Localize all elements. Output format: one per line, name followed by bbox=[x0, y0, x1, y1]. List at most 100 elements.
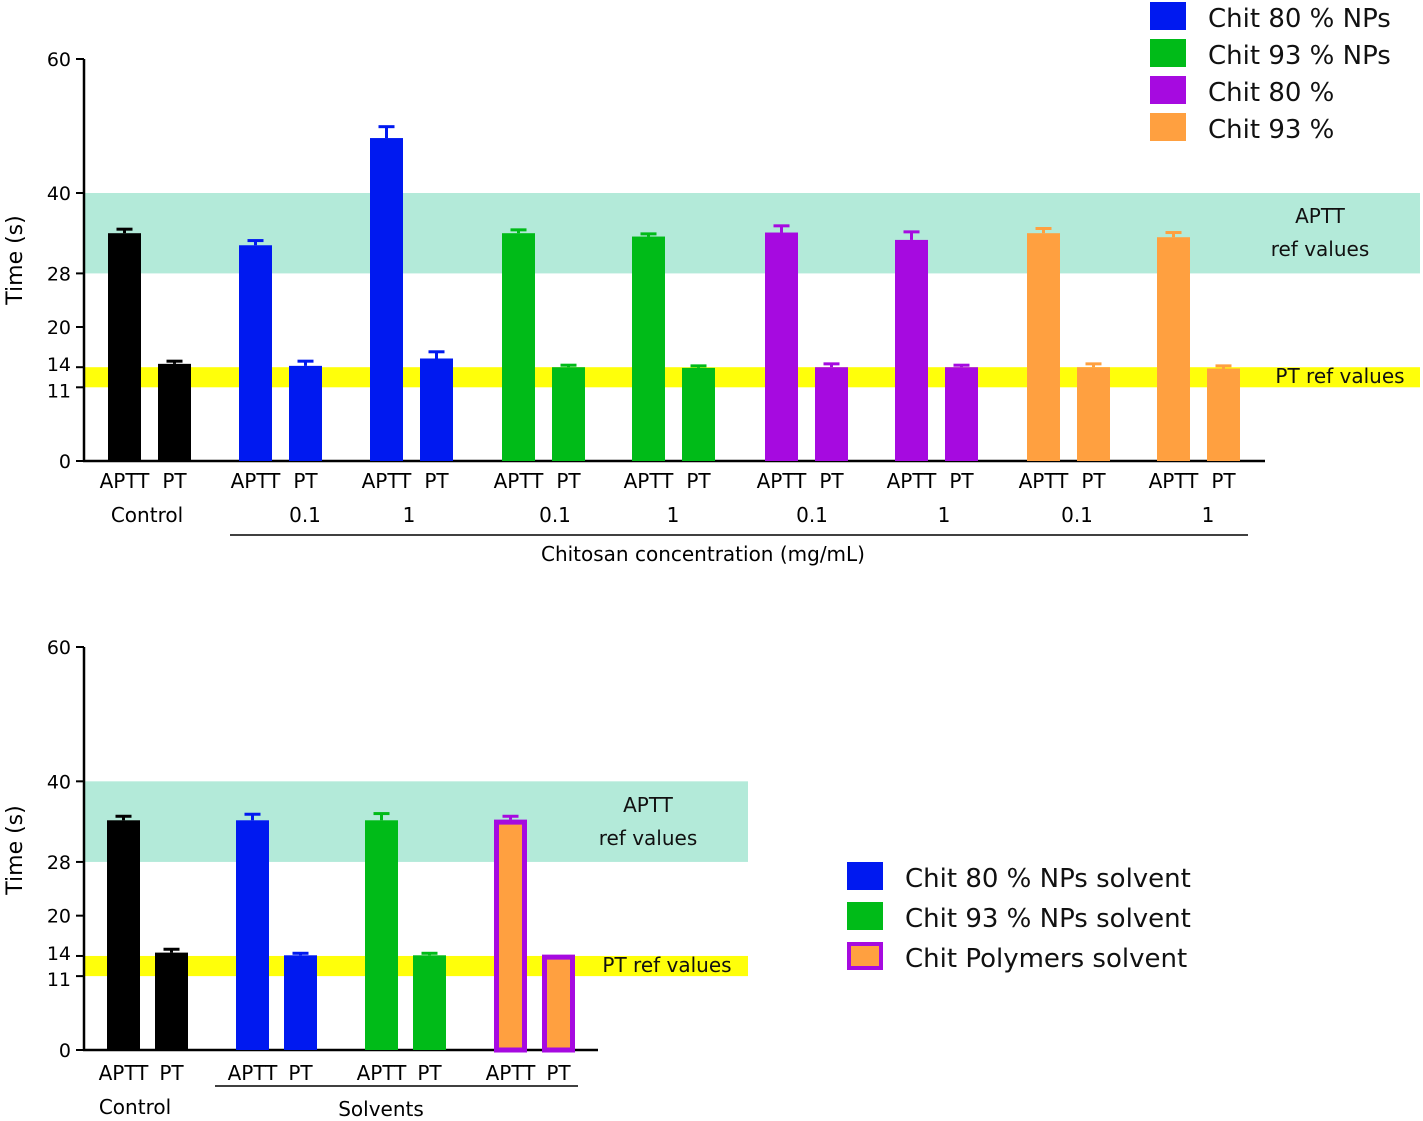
bar-category-label: PT bbox=[162, 469, 187, 493]
y-tick-label: 20 bbox=[47, 317, 71, 339]
bar bbox=[945, 367, 978, 461]
bar bbox=[1077, 367, 1110, 461]
bar-category-label: APTT bbox=[1149, 469, 1200, 493]
bar bbox=[494, 819, 527, 1053]
bar-category-label: PT bbox=[949, 469, 974, 493]
concentration-label: 1 bbox=[403, 503, 416, 527]
bar bbox=[502, 233, 535, 461]
aptt-ref-band bbox=[84, 193, 1420, 274]
concentration-label: 1 bbox=[938, 503, 951, 527]
legend-swatch bbox=[847, 942, 883, 970]
y-tick-label: 28 bbox=[47, 263, 71, 285]
y-tick-label: 14 bbox=[47, 354, 71, 376]
bar-category-label: PT bbox=[686, 469, 711, 493]
bar-category-label: PT bbox=[417, 1061, 442, 1085]
bar-category-label: APTT bbox=[357, 1061, 408, 1085]
bar-category-label: APTT bbox=[494, 469, 545, 493]
concentration-label: 0.1 bbox=[539, 503, 571, 527]
y-tick-label: 11 bbox=[47, 969, 71, 991]
bar-category-label: APTT bbox=[887, 469, 938, 493]
bar-category-label: PT bbox=[159, 1061, 184, 1085]
bar bbox=[108, 233, 141, 461]
legend-label: Chit 80 % bbox=[1208, 78, 1334, 108]
bar bbox=[1027, 233, 1060, 461]
bar-category-label: PT bbox=[293, 469, 318, 493]
bar bbox=[682, 367, 715, 461]
bar-category-label: PT bbox=[819, 469, 844, 493]
concentration-label: Control bbox=[111, 503, 183, 527]
legend-swatch bbox=[1150, 2, 1186, 30]
bar bbox=[815, 367, 848, 461]
concentration-label: 0.1 bbox=[796, 503, 828, 527]
bar-category-label: APTT bbox=[99, 1061, 150, 1085]
bar-category-label: APTT bbox=[231, 469, 282, 493]
y-tick-label: 14 bbox=[47, 943, 71, 965]
bar-category-label: PT bbox=[424, 469, 449, 493]
bar bbox=[1157, 237, 1190, 461]
bar bbox=[284, 955, 317, 1050]
bar-category-label: APTT bbox=[100, 469, 151, 493]
legend-label: Chit 80 % NPs bbox=[1208, 4, 1391, 34]
y-axis-label: Time (s) bbox=[3, 805, 28, 895]
bar bbox=[239, 245, 272, 461]
y-tick-label: 20 bbox=[47, 906, 71, 928]
bar bbox=[420, 358, 453, 461]
bar bbox=[289, 365, 322, 461]
bar-category-label: APTT bbox=[228, 1061, 279, 1085]
bar-category-label: APTT bbox=[1019, 469, 1070, 493]
bar-category-label: PT bbox=[546, 1061, 571, 1085]
y-tick-label: 11 bbox=[47, 380, 71, 402]
bar bbox=[413, 955, 446, 1050]
bar bbox=[895, 239, 928, 461]
bar-category-label: APTT bbox=[362, 469, 413, 493]
y-tick-label: 40 bbox=[47, 771, 71, 793]
legend-swatch bbox=[1150, 39, 1186, 67]
legend-label: Chit 93 % NPs bbox=[1208, 41, 1391, 71]
bar bbox=[158, 363, 191, 461]
aptt-band-label: ref values bbox=[599, 826, 698, 850]
bar bbox=[155, 952, 188, 1050]
aptt-band-label: APTT bbox=[1295, 204, 1346, 228]
bar-category-label: APTT bbox=[624, 469, 675, 493]
legend-label: Chit 93 % bbox=[1208, 115, 1334, 145]
legend-label: Chit 80 % NPs solvent bbox=[905, 864, 1191, 894]
y-tick-label: 28 bbox=[47, 852, 71, 874]
concentration-label: 0.1 bbox=[1061, 503, 1093, 527]
aptt-band-label: ref values bbox=[1271, 237, 1370, 261]
concentration-label: 0.1 bbox=[289, 503, 321, 527]
concentration-label: 1 bbox=[667, 503, 680, 527]
concentration-label: 1 bbox=[1202, 503, 1215, 527]
bar bbox=[107, 820, 140, 1050]
bar bbox=[552, 367, 585, 461]
legend-label: Chit 93 % NPs solvent bbox=[905, 904, 1191, 934]
legend-label: Chit Polymers solvent bbox=[905, 944, 1187, 974]
concentration-label: Control bbox=[99, 1095, 171, 1119]
legend-swatch bbox=[1150, 113, 1186, 141]
y-tick-label: 60 bbox=[47, 637, 71, 659]
y-tick-label: 40 bbox=[47, 183, 71, 205]
bar-category-label: PT bbox=[288, 1061, 313, 1085]
pt-band-label: PT ref values bbox=[1275, 364, 1404, 388]
bar-category-label: PT bbox=[1211, 469, 1236, 493]
legend-swatch bbox=[847, 862, 883, 890]
bar bbox=[765, 232, 798, 461]
x-axis-label: Chitosan concentration (mg/mL) bbox=[541, 542, 865, 566]
bar-category-label: APTT bbox=[757, 469, 808, 493]
bar bbox=[236, 820, 269, 1050]
y-tick-label: 0 bbox=[59, 451, 71, 473]
bar-category-label: PT bbox=[556, 469, 581, 493]
bar bbox=[1207, 368, 1240, 461]
bar bbox=[365, 820, 398, 1050]
legend-swatch bbox=[847, 902, 883, 930]
legend-swatch bbox=[1150, 76, 1186, 104]
bar bbox=[632, 236, 665, 461]
bar bbox=[370, 138, 403, 461]
bar-category-label: APTT bbox=[486, 1061, 537, 1085]
aptt-ref-band bbox=[84, 781, 748, 862]
bar-category-label: PT bbox=[1081, 469, 1106, 493]
bar bbox=[542, 954, 575, 1053]
aptt-band-label: APTT bbox=[623, 793, 674, 817]
x-axis-label: Solvents bbox=[338, 1097, 424, 1121]
y-tick-label: 0 bbox=[59, 1040, 71, 1062]
